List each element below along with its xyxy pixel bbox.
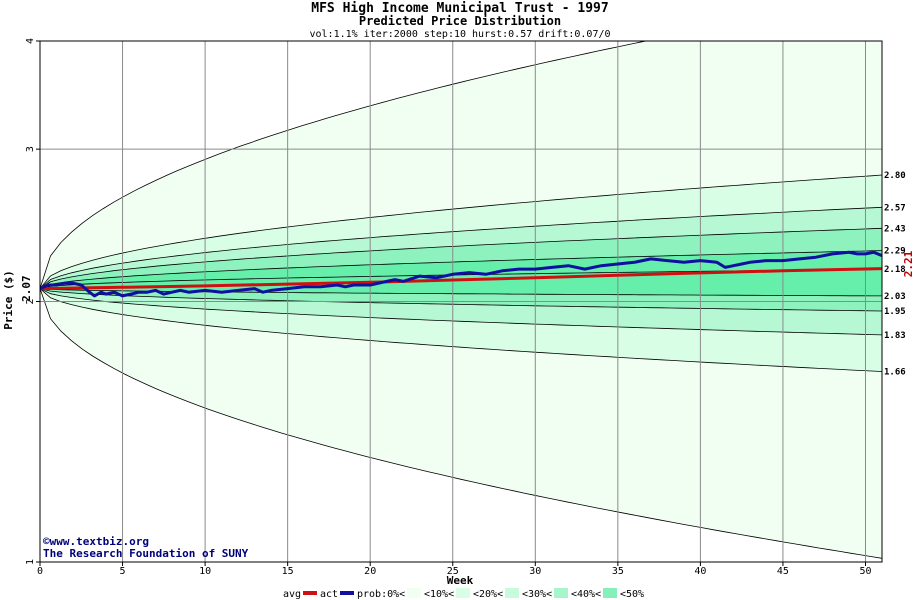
legend-swatch-4 xyxy=(505,588,519,598)
y-tick-label: 4 xyxy=(25,38,36,44)
credit-foundation: The Research Foundation of SUNY xyxy=(43,547,249,560)
y-tick-label: 2 xyxy=(25,298,36,304)
band-lower-line-2 xyxy=(40,288,882,336)
legend-swatch-6 xyxy=(603,588,617,598)
band-upper-line-0 xyxy=(40,41,648,289)
legend-swatch-2 xyxy=(407,588,421,598)
legend-label-7: <50% xyxy=(620,589,644,600)
percentile-end-label: 2.29 xyxy=(884,247,906,257)
y-tick-label: 1 xyxy=(25,559,36,565)
percentile-end-label: 2.57 xyxy=(884,203,906,213)
percentile-end-label: 1.83 xyxy=(884,331,906,341)
credit-website: ©www.textbiz.org xyxy=(43,535,149,548)
actual-end-price-label: 2.21 xyxy=(902,250,915,277)
y-axis-label: Price ($) xyxy=(2,270,15,330)
band-upper-line-2 xyxy=(40,206,882,289)
series-line-avg xyxy=(40,267,882,291)
chart-subtitle: Predicted Price Distribution xyxy=(359,14,561,28)
legend-label-2: prob:0%< xyxy=(357,589,405,600)
tick-labels: 0 5 10 15 20 25 30 35 40 45 50 1 2 3 4 2.07 xyxy=(20,38,872,577)
legend-label-6: <40%< xyxy=(571,589,601,600)
axes xyxy=(36,40,883,566)
x-tick-label: 5 xyxy=(120,566,126,577)
x-tick-label: 10 xyxy=(199,566,211,577)
legend-label-0: avg xyxy=(283,589,301,600)
legend-swatch-3 xyxy=(456,588,470,598)
start-price-label: 2.07 xyxy=(20,275,33,302)
legend-label-4: <20%< xyxy=(473,589,503,600)
band-lower-line-3 xyxy=(40,288,882,312)
legend-label-1: act xyxy=(320,589,338,600)
y-tick-label: 3 xyxy=(25,146,36,152)
x-tick-label: 35 xyxy=(612,566,624,577)
legend-label-5: <30%< xyxy=(522,589,552,600)
legend-swatch-5 xyxy=(554,588,568,598)
x-tick-label: 30 xyxy=(529,566,541,577)
x-tick-label: 25 xyxy=(447,566,459,577)
percentile-end-label: 2.18 xyxy=(884,265,906,275)
x-tick-label: 15 xyxy=(282,566,294,577)
percentile-end-label: 1.95 xyxy=(884,307,906,317)
band-upper-line-1 xyxy=(40,174,882,289)
x-tick-label: 50 xyxy=(859,566,871,577)
legend-swatch-avg xyxy=(303,591,317,595)
percentile-end-label: 1.66 xyxy=(884,368,906,378)
band-lower-line-1 xyxy=(40,288,882,372)
percentile-end-label: 2.43 xyxy=(884,224,906,234)
percentile-end-label: 2.03 xyxy=(884,292,906,302)
series-lines xyxy=(40,250,882,298)
percentile-end-label: 2.80 xyxy=(884,171,906,181)
legend-swatch-act xyxy=(340,591,354,595)
chart-title: MFS High Income Municipal Trust - 1997 xyxy=(311,1,608,16)
x-tick-label: 40 xyxy=(694,566,706,577)
x-axis-label: Week xyxy=(447,574,474,587)
x-tick-label: 45 xyxy=(777,566,789,577)
x-tick-label: 0 xyxy=(37,566,43,577)
legend: avg act prob:0%< <10%< <20%< <30%< <40%< <50% xyxy=(283,588,644,600)
simulation-params: vol:1.1% iter:2000 step:10 hurst:0.57 dr… xyxy=(309,29,610,40)
band-upper-line-4 xyxy=(40,250,882,289)
x-tick-label: 20 xyxy=(364,566,376,577)
legend-label-3: <10%< xyxy=(424,589,454,600)
series-line-act xyxy=(40,250,882,298)
band-lower-line-0 xyxy=(40,288,882,559)
band-upper-line-3 xyxy=(40,227,882,289)
percentile-end-labels: 2.80 1.66 2.57 1.83 2.43 1.95 2.29 2.03 2.182.21 xyxy=(884,171,915,377)
